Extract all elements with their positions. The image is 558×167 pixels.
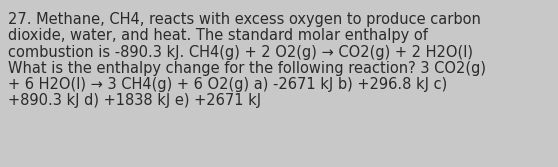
Text: dioxide, water, and heat. The standard molar enthalpy of: dioxide, water, and heat. The standard m… (8, 28, 428, 43)
Text: +890.3 kJ d) +1838 kJ e) +2671 kJ: +890.3 kJ d) +1838 kJ e) +2671 kJ (8, 93, 261, 108)
Text: combustion is -890.3 kJ. CH4(g) + 2 O2(g) → CO2(g) + 2 H2O(l): combustion is -890.3 kJ. CH4(g) + 2 O2(g… (8, 45, 473, 60)
Text: 27. Methane, CH4, reacts with excess oxygen to produce carbon: 27. Methane, CH4, reacts with excess oxy… (8, 12, 481, 27)
Text: What is the enthalpy change for the following reaction? 3 CO2(g): What is the enthalpy change for the foll… (8, 61, 486, 76)
Text: + 6 H2O(l) → 3 CH4(g) + 6 O2(g) a) -2671 kJ b) +296.8 kJ c): + 6 H2O(l) → 3 CH4(g) + 6 O2(g) a) -2671… (8, 77, 448, 92)
